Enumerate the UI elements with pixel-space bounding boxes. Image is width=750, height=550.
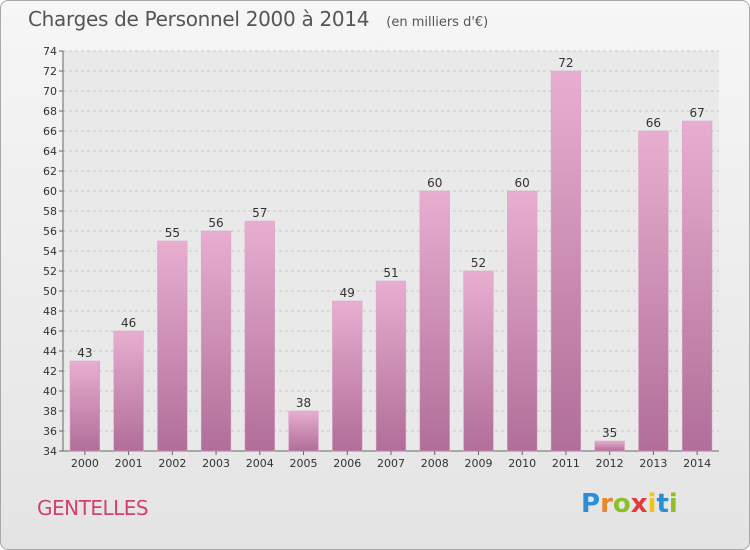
logo-letter: t bbox=[656, 489, 669, 519]
bar bbox=[507, 190, 538, 452]
x-tick-label: 2004 bbox=[246, 457, 274, 470]
logo-letter: r bbox=[600, 489, 613, 519]
bar bbox=[682, 120, 713, 452]
x-tick-label: 2013 bbox=[639, 457, 667, 470]
x-tick-label: 2014 bbox=[683, 457, 711, 470]
x-tick-label: 2008 bbox=[421, 457, 449, 470]
y-tick-label: 36 bbox=[43, 425, 57, 438]
bar-value-label: 60 bbox=[515, 176, 530, 190]
y-tick-label: 52 bbox=[43, 265, 57, 278]
y-tick-label: 60 bbox=[43, 185, 57, 198]
x-tick-label: 2011 bbox=[552, 457, 580, 470]
bar-value-label: 35 bbox=[602, 426, 617, 440]
bar-value-label: 51 bbox=[383, 266, 398, 280]
logo-letter: P bbox=[581, 489, 601, 519]
logo-letter: o bbox=[612, 489, 631, 519]
y-tick-label: 58 bbox=[43, 205, 57, 218]
bar bbox=[463, 270, 494, 452]
bar bbox=[419, 190, 450, 452]
commune-name: GENTELLES bbox=[37, 496, 149, 520]
y-tick-label: 38 bbox=[43, 405, 57, 418]
bar bbox=[375, 280, 407, 452]
bar bbox=[638, 130, 669, 452]
y-tick-label: 42 bbox=[43, 365, 57, 378]
y-tick-label: 74 bbox=[43, 45, 57, 58]
x-tick-label: 2000 bbox=[71, 457, 99, 470]
bar bbox=[113, 330, 144, 452]
bar-value-label: 49 bbox=[340, 286, 355, 300]
logo-letter: x bbox=[630, 489, 648, 519]
y-tick-label: 68 bbox=[43, 105, 57, 118]
bar-value-label: 46 bbox=[121, 316, 136, 330]
bar bbox=[594, 440, 625, 452]
y-tick-label: 70 bbox=[43, 85, 57, 98]
bar-value-label: 57 bbox=[252, 206, 267, 220]
bar bbox=[244, 220, 275, 452]
x-tick-label: 2007 bbox=[377, 457, 405, 470]
bar bbox=[332, 300, 363, 452]
y-tick-label: 72 bbox=[43, 65, 57, 78]
bar-value-label: 55 bbox=[165, 226, 180, 240]
y-tick-label: 40 bbox=[43, 385, 57, 398]
chart-subtitle: (en milliers d'€) bbox=[386, 15, 489, 30]
bar bbox=[200, 230, 232, 452]
x-tick-label: 2001 bbox=[115, 457, 143, 470]
logo-letter: i bbox=[647, 489, 657, 519]
x-tick-label: 2006 bbox=[333, 457, 361, 470]
bar bbox=[69, 360, 100, 452]
bar-value-label: 56 bbox=[208, 216, 223, 230]
bar-value-label: 66 bbox=[646, 116, 661, 130]
y-tick-label: 48 bbox=[43, 305, 57, 318]
x-tick-label: 2009 bbox=[464, 457, 492, 470]
x-tick-label: 2010 bbox=[508, 457, 536, 470]
bar bbox=[288, 410, 319, 452]
x-tick-label: 2002 bbox=[158, 457, 186, 470]
y-tick-label: 34 bbox=[43, 445, 57, 458]
bar-value-label: 52 bbox=[471, 256, 486, 270]
y-tick-label: 56 bbox=[43, 225, 57, 238]
y-tick-label: 66 bbox=[43, 125, 57, 138]
y-tick-label: 54 bbox=[43, 245, 57, 258]
bar-value-label: 72 bbox=[558, 56, 573, 70]
y-tick-label: 62 bbox=[43, 165, 57, 178]
bar bbox=[157, 240, 188, 452]
y-tick-label: 46 bbox=[43, 325, 57, 338]
proxiti-logo: Proxiti bbox=[581, 489, 678, 519]
logo-letter: i bbox=[668, 489, 678, 519]
title-row: Charges de Personnel 2000 à 2014 (en mil… bbox=[28, 7, 488, 31]
y-tick-label: 50 bbox=[43, 285, 57, 298]
chart-title: Charges de Personnel 2000 à 2014 bbox=[28, 7, 370, 31]
x-tick-label: 2012 bbox=[596, 457, 624, 470]
bar-value-label: 38 bbox=[296, 396, 311, 410]
x-tick-label: 2005 bbox=[290, 457, 318, 470]
bar-value-label: 67 bbox=[689, 106, 704, 120]
y-tick-label: 64 bbox=[43, 145, 57, 158]
bar bbox=[550, 70, 582, 452]
x-tick-label: 2003 bbox=[202, 457, 230, 470]
bar-value-label: 43 bbox=[77, 346, 92, 360]
y-tick-label: 44 bbox=[43, 345, 57, 358]
bar-value-label: 60 bbox=[427, 176, 442, 190]
